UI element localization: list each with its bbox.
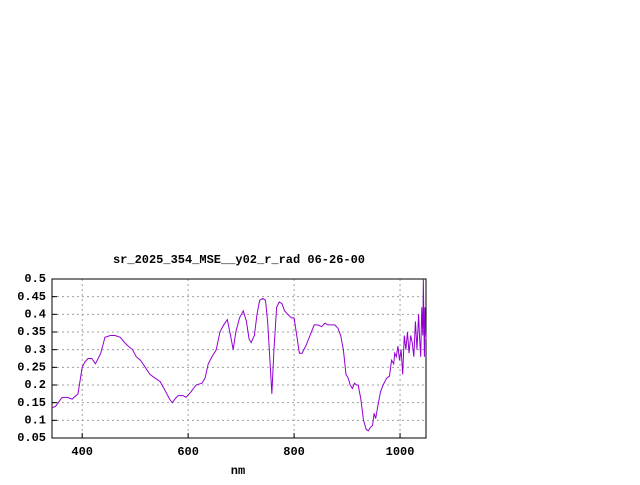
- plot-frame: [51, 278, 427, 439]
- x-tick-label: 600: [177, 445, 199, 459]
- x-tick-label: 400: [71, 445, 93, 459]
- y-tick-label: 0.25: [17, 361, 46, 375]
- y-tick-label: 0.15: [17, 396, 46, 410]
- y-tick-label: 0.35: [17, 325, 46, 339]
- y-tick-label: 0.5: [24, 272, 46, 286]
- chart-title: sr_2025_354_MSE__y02_r_rad 06-26-00: [113, 253, 365, 267]
- y-tick-label: 0.05: [17, 431, 46, 445]
- y-tick-label: 0.3: [24, 343, 46, 357]
- y-tick-label: 0.1: [24, 414, 46, 428]
- y-tick-label: 0.4: [24, 308, 46, 322]
- x-tick-label: 800: [283, 445, 305, 459]
- x-tick-label: 1000: [386, 445, 415, 459]
- data-line: [51, 278, 427, 432]
- x-axis-label: nm: [231, 464, 245, 478]
- y-tick-label: 0.2: [24, 378, 46, 392]
- y-tick-label: 0.45: [17, 290, 46, 304]
